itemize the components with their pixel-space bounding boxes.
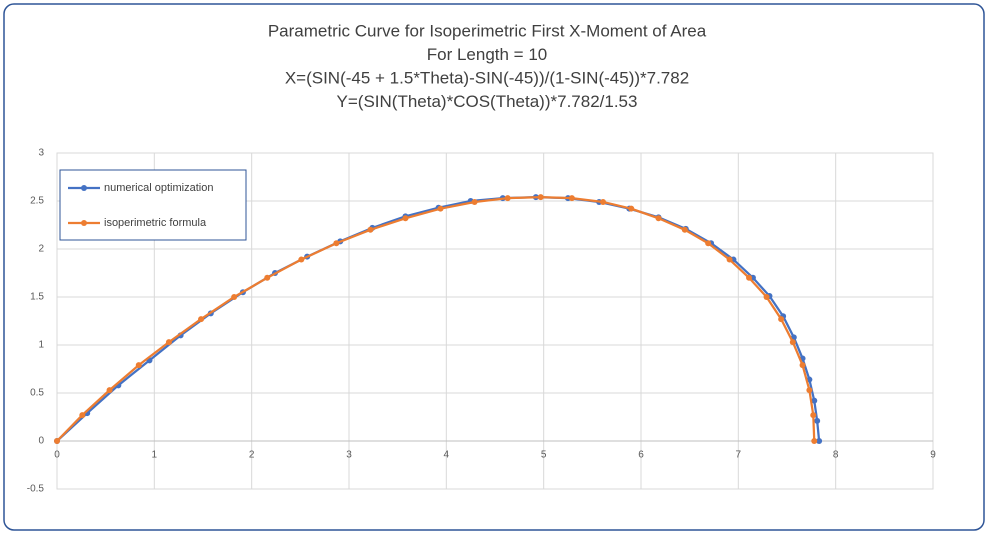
y-tick-label: 1 [38, 340, 44, 351]
data-point [726, 256, 733, 263]
legend-label: numerical optimization [104, 182, 213, 194]
data-point [333, 240, 340, 247]
data-point [367, 226, 374, 233]
data-point [537, 194, 544, 201]
series-group [54, 194, 823, 444]
data-point [814, 417, 821, 424]
data-point [198, 316, 205, 323]
data-point [816, 438, 823, 444]
data-point [471, 198, 478, 205]
data-point [763, 294, 770, 300]
data-point [628, 205, 635, 212]
data-point [806, 387, 813, 394]
data-point [231, 294, 238, 300]
data-point [600, 198, 607, 205]
data-point [810, 412, 817, 419]
data-point [789, 339, 796, 346]
legend: numerical optimization isoperimetric form… [59, 169, 247, 241]
y-tick-label: 3 [38, 148, 44, 159]
data-point [811, 397, 818, 404]
data-point [402, 215, 409, 222]
y-tick-label: 2 [38, 244, 44, 255]
y-tick-label: 0.5 [30, 388, 44, 399]
chart-title: Y=(SIN(Theta)*COS(Theta))*7.782/1.53 [337, 92, 638, 111]
x-tick-label: 0 [54, 450, 60, 461]
data-point [79, 412, 86, 419]
data-point [264, 274, 271, 281]
chart-title: For Length = 10 [427, 45, 548, 64]
legend-box [59, 169, 247, 241]
data-point [568, 195, 575, 202]
chart-title: X=(SIN(-45 + 1.5*Theta)-SIN(-45))/(1-SIN… [285, 68, 689, 87]
x-tick-label: 1 [152, 450, 158, 461]
chart-title: Parametric Curve for Isoperimetric First… [268, 21, 707, 40]
data-point [298, 256, 305, 263]
grid: -0.5 0 0.5 1 1.5 2 2.5 3 0 1 2 3 4 5 6 7 8 9 [27, 148, 936, 495]
x-tick-label: 2 [249, 450, 255, 461]
y-tick-label: 0 [38, 436, 44, 447]
data-point [106, 387, 113, 394]
data-point [54, 438, 60, 444]
title-group: Parametric Curve for Isoperimetric First… [268, 21, 707, 111]
data-point [165, 339, 172, 346]
legend-label: isoperimetric formula [104, 217, 207, 229]
x-tick-label: 4 [444, 450, 450, 461]
data-point [135, 362, 142, 369]
data-point [746, 274, 753, 281]
legend-swatch-marker [81, 220, 87, 226]
data-point [504, 195, 511, 202]
y-tick-label: -0.5 [27, 484, 45, 495]
x-tick-label: 9 [930, 450, 936, 461]
y-tick-label: 1.5 [30, 292, 44, 303]
y-tick-label: 2.5 [30, 196, 44, 207]
x-tick-label: 3 [346, 450, 352, 461]
x-tick-label: 6 [638, 450, 644, 461]
data-point [705, 240, 712, 247]
x-tick-label: 7 [736, 450, 742, 461]
data-point [681, 226, 688, 233]
x-tick-label: 5 [541, 450, 547, 461]
data-point [799, 362, 806, 369]
legend-swatch-marker [81, 185, 87, 191]
data-point [778, 316, 785, 323]
data-point [437, 205, 444, 212]
data-point [811, 438, 818, 444]
data-point [655, 215, 662, 222]
x-tick-label: 8 [833, 450, 839, 461]
